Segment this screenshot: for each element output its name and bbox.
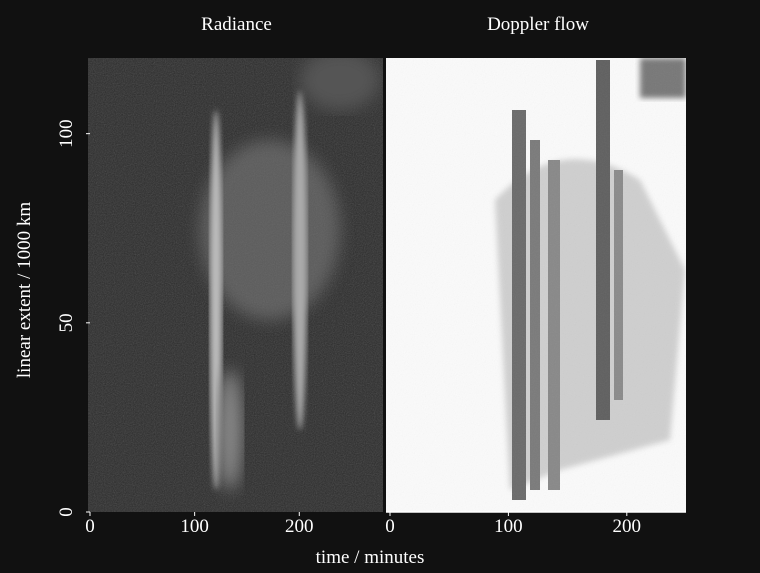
panel-title: Doppler flow xyxy=(487,14,589,35)
y-tick-label: 0 xyxy=(56,507,77,517)
x-tick-label: 100 xyxy=(180,516,209,537)
radiance-image xyxy=(88,58,383,512)
y-tick-label: 50 xyxy=(56,313,77,332)
y-axis-label: linear extent / 1000 km xyxy=(14,202,35,378)
doppler-image xyxy=(386,58,686,512)
x-axis-label: time / minutes xyxy=(316,547,425,568)
x-tick-label: 0 xyxy=(85,516,95,537)
panel-title: Radiance xyxy=(201,14,272,35)
x-tick-label: 0 xyxy=(385,516,395,537)
y-tick-label: 100 xyxy=(56,119,77,148)
x-tick-label: 200 xyxy=(613,516,642,537)
x-tick-label: 200 xyxy=(285,516,314,537)
x-tick-label: 100 xyxy=(494,516,523,537)
